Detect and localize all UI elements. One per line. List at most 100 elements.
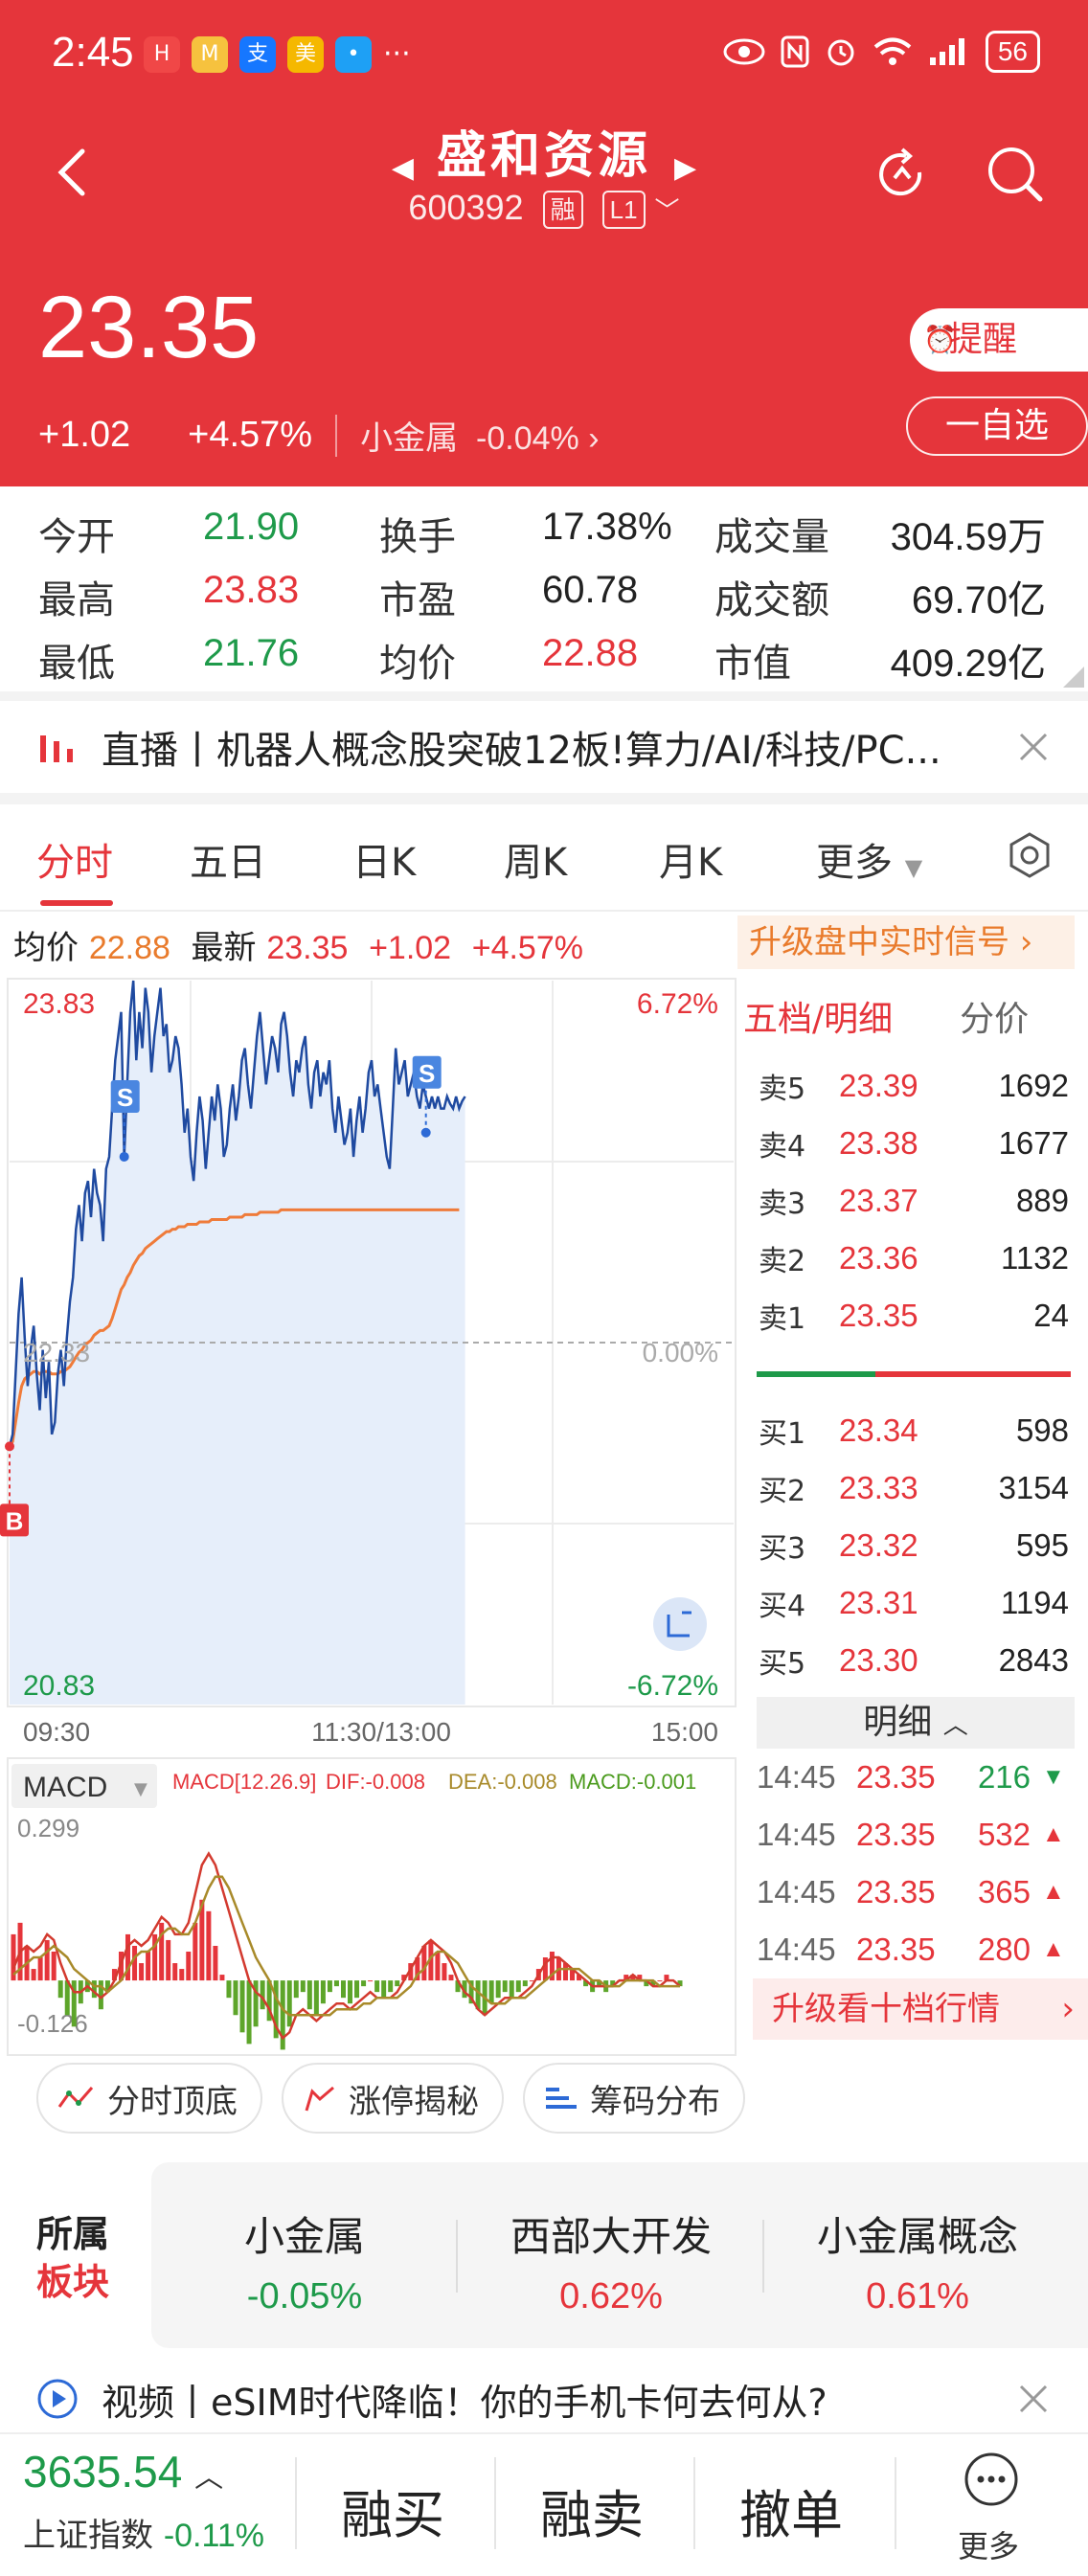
refresh-icon[interactable] — [872, 144, 933, 205]
macd-bar — [570, 1969, 576, 1981]
order-book-row[interactable]: 买4 23.31 1194 — [743, 1574, 1088, 1632]
stat-label: 市盈 — [379, 578, 456, 622]
macd-bar — [475, 1980, 481, 2010]
intraday-chart[interactable]: B S S 23.83 6.72% 22.33 0.00% 20.83 -6.72%… — [0, 975, 743, 2057]
index-name: 上证指数 — [23, 2517, 153, 2555]
alipay-icon: 支 — [239, 36, 276, 73]
order-book-row[interactable]: 卖3 23.37 889 — [743, 1172, 1088, 1230]
level-price: 23.30 — [839, 1642, 918, 1678]
level-price: 23.34 — [839, 1412, 918, 1448]
bid-list: 买1 23.34 598 买2 23.33 3154 买3 23.32 595 买4 23.31 11… — [743, 1402, 1088, 1689]
macd-bar — [57, 1980, 63, 1999]
tab-intraday[interactable]: 分时 — [36, 841, 113, 885]
sector-name: 西部大开发 — [510, 2213, 712, 2260]
level-price: 23.37 — [839, 1183, 918, 1218]
divider — [494, 2457, 496, 2549]
macd-bar — [650, 1980, 656, 1987]
index-change: -0.11% — [163, 2518, 265, 2554]
chip-bars-icon — [546, 2088, 577, 2109]
macd-bar — [280, 1980, 285, 2050]
macd-dea: DEA:-0.008 — [448, 1770, 557, 1794]
stock-code-row[interactable]: 600392 融 L1 ﹀ — [0, 188, 1088, 230]
level-label: 卖3 — [759, 1187, 806, 1221]
fullscreen-icon[interactable] — [653, 1597, 707, 1651]
expand-corner-icon[interactable] — [1063, 667, 1084, 688]
next-stock-icon[interactable]: ▶ — [674, 151, 697, 185]
remove-watchlist-button[interactable]: 一自选 — [906, 396, 1088, 456]
chip-distribution-button[interactable]: 筹码分布 — [523, 2063, 745, 2134]
sector-link[interactable]: 小金属 -0.04% › — [360, 420, 600, 457]
order-book-row[interactable]: 卖4 23.38 1677 — [743, 1115, 1088, 1172]
meituan-butler-icon: 美 — [287, 36, 324, 73]
margin-sell-button[interactable]: 融卖 — [540, 2485, 644, 2545]
level-price: 23.36 — [839, 1240, 918, 1276]
macd-bar — [37, 1957, 43, 1981]
upgrade-signal-button[interactable]: 升级盘中实时信号 › — [737, 915, 1075, 969]
tick-row: 14:45 23.35 216 ▼ — [743, 1749, 1088, 1806]
active-tab-indicator — [40, 900, 113, 906]
macd-bar — [327, 1980, 332, 1993]
divider — [295, 2457, 297, 2549]
order-book-row[interactable]: 卖5 23.39 1692 — [743, 1057, 1088, 1115]
macd-bar — [597, 1980, 602, 1987]
search-icon[interactable] — [983, 142, 1046, 205]
macd-bar — [193, 1922, 198, 1981]
macd-bar — [98, 1980, 103, 2010]
order-book-row[interactable]: 买3 23.32 595 — [743, 1517, 1088, 1574]
price-alert-button[interactable]: ⏰ 提醒 — [910, 308, 1088, 372]
buy-signal-marker[interactable]: B — [0, 1441, 29, 1537]
upgrade-signal-label: 升级盘中实时信号 — [749, 923, 1009, 961]
live-banner[interactable]: 直播丨机器人概念股突破12板!算力/AI/科技/PC... — [0, 701, 1088, 793]
sector-item[interactable]: 小金属概念 0.61% — [764, 2204, 1071, 2317]
limit-up-reveal-button[interactable]: 涨停揭秘 — [282, 2063, 504, 2134]
stat-label: 换手 — [379, 515, 456, 559]
stock-name: 盛和资源 — [436, 127, 651, 185]
sell-signal-marker[interactable]: S — [110, 1079, 140, 1162]
macd-bar — [219, 1975, 225, 1981]
macd-bar — [421, 1945, 427, 1981]
level-price: 23.32 — [839, 1527, 918, 1563]
close-icon[interactable] — [1017, 731, 1050, 763]
macd-bar — [468, 1980, 474, 2004]
tab-daily-k[interactable]: 日K — [352, 841, 417, 885]
close-icon[interactable] — [1017, 2383, 1050, 2415]
tab-monthly-k[interactable]: 月K — [659, 841, 723, 885]
margin-buy-button[interactable]: 融买 — [341, 2485, 444, 2545]
upgrade-level10-button[interactable]: 升级看十档行情 › — [753, 1978, 1088, 2040]
order-book-row[interactable]: 卖1 23.35 24 — [743, 1287, 1088, 1344]
settings-icon[interactable] — [1006, 831, 1054, 879]
detail-toggle[interactable]: 明细 ︿ — [757, 1697, 1075, 1749]
order-book-row[interactable]: 买1 23.34 598 — [743, 1402, 1088, 1459]
tab-more[interactable]: 更多 ▼ — [816, 831, 922, 887]
sector-item[interactable]: 小金属 -0.05% — [151, 2204, 458, 2317]
cancel-order-button[interactable]: 撤单 — [739, 2485, 843, 2545]
price-change-pct: +4.57% — [188, 415, 313, 455]
prev-stock-icon[interactable]: ◀ — [391, 151, 414, 185]
order-book-row[interactable]: 买2 23.33 3154 — [743, 1459, 1088, 1517]
macd-bar — [226, 1980, 232, 1999]
sector-title: 所属 板块 — [36, 2210, 109, 2306]
order-book-row[interactable]: 买5 23.30 2843 — [743, 1632, 1088, 1689]
back-arrow-icon[interactable] — [48, 144, 96, 201]
level-label: 买3 — [759, 1532, 806, 1566]
avg-label: 均价 — [13, 929, 79, 967]
sell-signal-marker[interactable]: S — [412, 1055, 442, 1138]
stat-value: 17.38% — [542, 506, 672, 548]
tab-order-book[interactable]: 五档/明细 — [743, 1000, 894, 1039]
sector-item[interactable]: 西部大开发 0.62% — [458, 2204, 764, 2317]
macd-bar — [320, 1980, 326, 2004]
more-dots-icon[interactable] — [963, 2452, 1019, 2507]
tab-weekly-k[interactable]: 周K — [504, 841, 568, 885]
order-book-row[interactable]: 卖2 23.36 1132 — [743, 1230, 1088, 1287]
macd-bar — [146, 1951, 151, 1981]
macd-bar — [300, 1980, 306, 1993]
more-label[interactable]: 更多 — [958, 2528, 1020, 2565]
tab-price-distribution[interactable]: 分价 — [960, 1000, 1030, 1039]
macd-selector[interactable]: MACD ▼ — [11, 1764, 157, 1808]
stat-label: 今开 — [38, 515, 115, 559]
video-banner[interactable]: 视频丨eSIM时代降临！你的手机卡何去何从? — [0, 2365, 1088, 2432]
price-change-row: +1.02 +4.57% 小金属 -0.04% › — [38, 412, 600, 459]
intraday-top-bottom-button[interactable]: 分时顶底 — [36, 2063, 262, 2134]
tab-five-day[interactable]: 五日 — [190, 841, 266, 885]
tick-list: 14:45 23.35 216 ▼ 14:45 23.35 532 ▲ 14:45 23.35 36… — [743, 1749, 1088, 1978]
